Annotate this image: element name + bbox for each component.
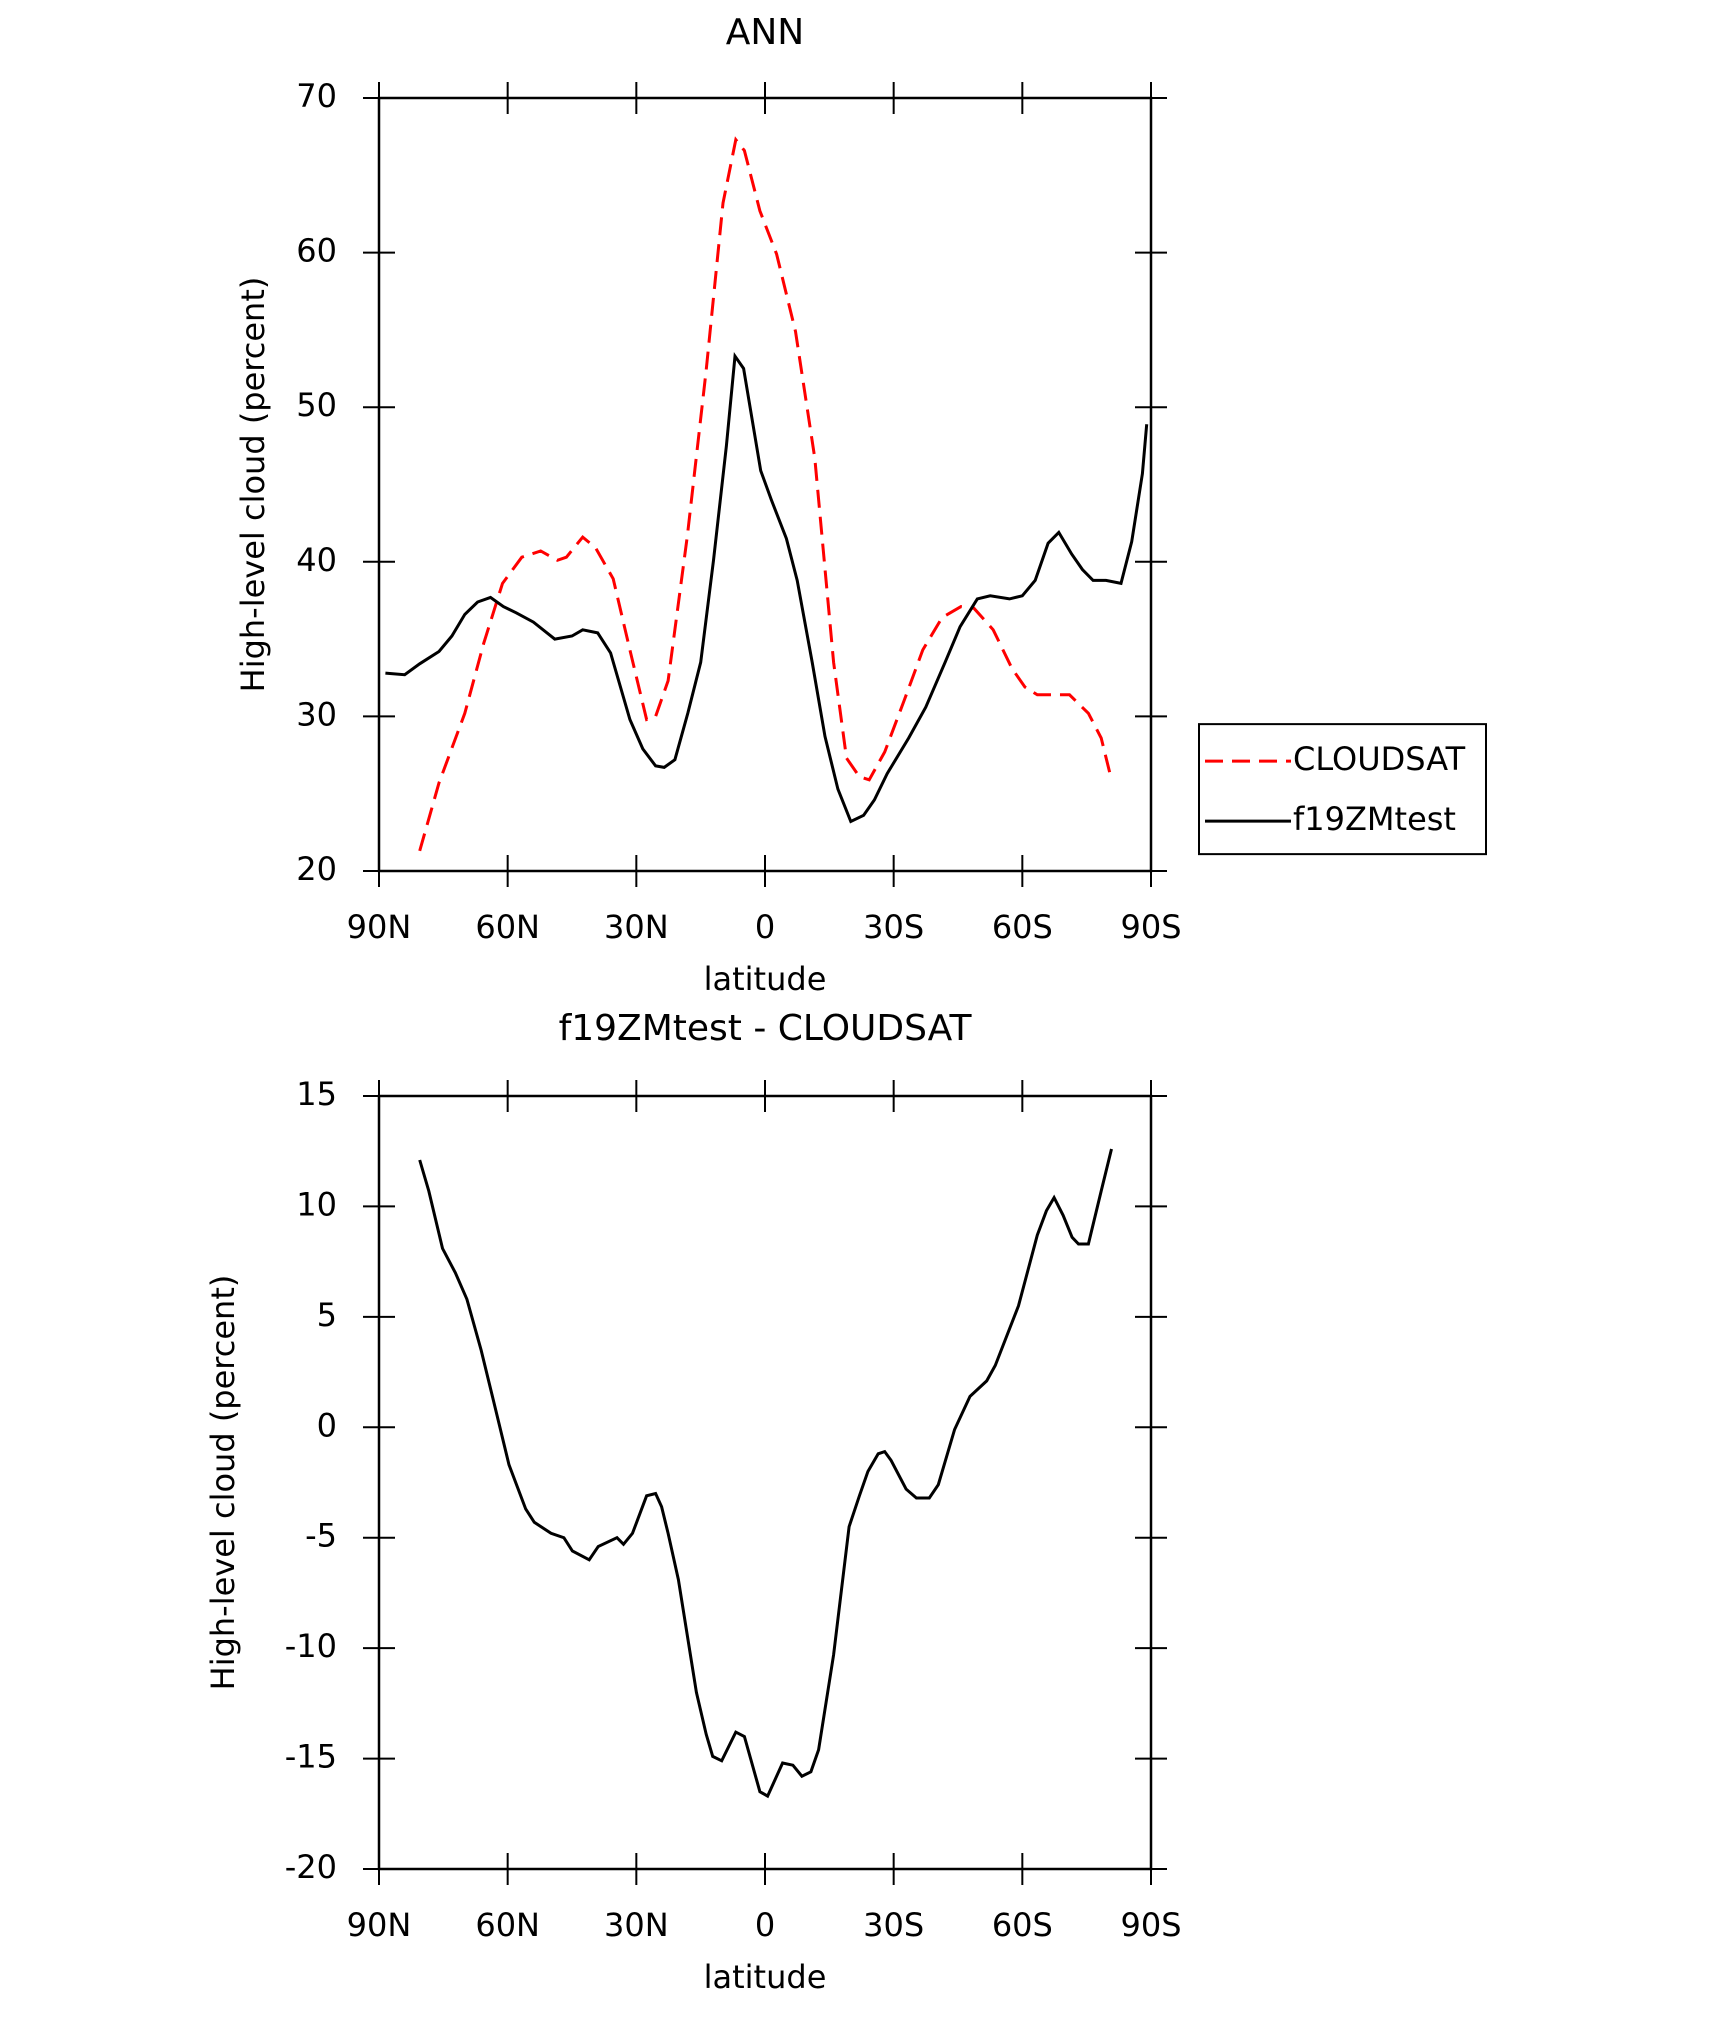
x-tick-label: 60N [475, 1906, 540, 1944]
chart-title: f19ZMtest - CLOUDSAT [559, 1008, 973, 1049]
y-tick-label: -20 [285, 1848, 337, 1886]
y-tick-label: 50 [296, 386, 337, 424]
y-tick-label: -5 [305, 1517, 337, 1555]
legend-label: CLOUDSAT [1293, 740, 1466, 778]
plot-frame [377, 1094, 1153, 1871]
y-tick-label: 15 [296, 1075, 337, 1113]
y-tick-label: 60 [296, 232, 337, 270]
x-tick-label: 30S [863, 908, 924, 946]
y-tick-label: 30 [296, 695, 337, 733]
x-tick-label: 30N [604, 1906, 669, 1944]
x-tick-label: 60S [992, 1906, 1053, 1944]
x-tick-label: 30N [604, 908, 669, 946]
x-tick-label: 30S [863, 1906, 924, 1944]
x-tick-label: 60S [992, 908, 1053, 946]
x-tick-label: 0 [755, 908, 775, 946]
x-tick-label: 90N [347, 1906, 412, 1944]
y-tick-label: -10 [285, 1627, 337, 1665]
data-line [418, 136, 1113, 852]
y-tick-label: 20 [296, 850, 337, 888]
data-line [385, 352, 1149, 824]
x-axis-label: latitude [704, 960, 827, 998]
y-tick-label: 10 [296, 1185, 337, 1223]
x-tick-label: 60N [475, 908, 540, 946]
y-axis-label: High-level cloud (percent) [234, 277, 272, 693]
data-line [418, 1148, 1113, 1799]
y-axis-label: High-level cloud (percent) [204, 1275, 242, 1691]
y-tick-label: 5 [317, 1296, 337, 1334]
y-tick-label: 40 [296, 541, 337, 579]
plot-frame [377, 96, 1153, 873]
chart-title: ANN [726, 12, 805, 53]
x-tick-label: 90N [347, 908, 412, 946]
legend-label: f19ZMtest [1293, 800, 1456, 838]
x-tick-label: 90S [1120, 1906, 1181, 1944]
x-tick-label: 0 [755, 1906, 775, 1944]
y-tick-label: 0 [317, 1406, 337, 1444]
y-tick-label: -15 [285, 1738, 337, 1776]
x-tick-label: 90S [1120, 908, 1181, 946]
y-tick-label: 70 [296, 77, 337, 115]
legend-box [1198, 723, 1487, 856]
x-axis-label: latitude [704, 1958, 827, 1996]
